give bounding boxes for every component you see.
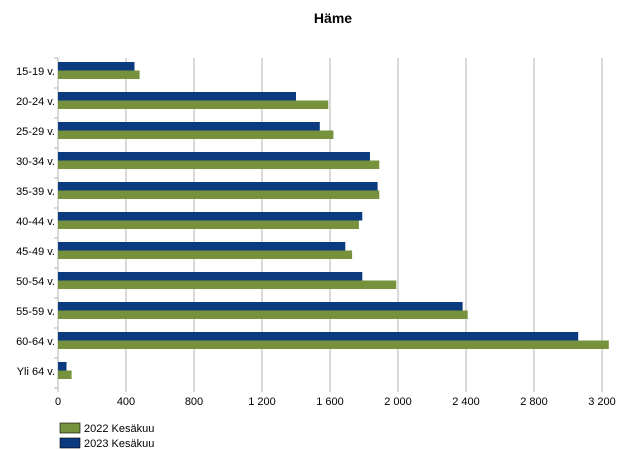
bar: [58, 152, 370, 161]
bar: [58, 122, 320, 131]
bar: [58, 212, 363, 221]
legend-swatch: [59, 422, 81, 434]
x-tick-label: 0: [55, 396, 61, 408]
x-tick-label: 2 800: [520, 396, 548, 408]
legend: 2022 Kesäkuu 2023 Kesäkuu: [59, 422, 154, 450]
bar: [58, 160, 380, 169]
category-label: 20-24 v.: [16, 96, 55, 108]
legend-swatch: [59, 437, 81, 449]
category-label: 40-44 v.: [16, 216, 55, 228]
bar: [58, 370, 72, 379]
bar: [58, 310, 468, 319]
bar: [58, 62, 135, 71]
x-tick-label: 800: [185, 396, 203, 408]
category-label: 35-39 v.: [16, 186, 55, 198]
bar: [58, 182, 378, 191]
category-label: 55-59 v.: [16, 306, 55, 318]
bar: [58, 100, 329, 109]
legend-label: 2022 Kesäkuu: [84, 423, 154, 435]
bar: [58, 340, 609, 349]
bar: [58, 280, 397, 289]
x-tick-label: 400: [117, 396, 135, 408]
bar: [58, 302, 463, 311]
x-tick-label: 1 600: [316, 396, 344, 408]
x-tick-label: 3 200: [588, 396, 616, 408]
x-tick-label: 2 400: [452, 396, 480, 408]
bar: [58, 250, 353, 259]
bar: [58, 220, 359, 229]
x-tick-label: 1 200: [248, 396, 276, 408]
category-label: 15-19 v.: [16, 66, 55, 78]
x-tick-label: 2 000: [384, 396, 412, 408]
category-labels: 15-19 v. 20-24 v. 25-29 v. 30-34 v. 35-39 v.…: [16, 66, 55, 378]
bar: [58, 242, 346, 251]
category-label: 50-54 v.: [16, 276, 55, 288]
category-label: 45-49 v.: [16, 246, 55, 258]
bar: [58, 272, 363, 281]
bar: [58, 332, 579, 341]
tick-labels: 0 400 800 1 200 1 600 2 000 2 400 2 800 3 200: [55, 396, 616, 408]
chart-title: Häme: [314, 10, 352, 26]
category-label: 30-34 v.: [16, 156, 55, 168]
legend-label: 2023 Kesäkuu: [84, 438, 154, 450]
category-label: Yli 64 v.: [17, 366, 55, 378]
category-label: 60-64 v.: [16, 336, 55, 348]
bar: [58, 92, 296, 101]
bar: [58, 362, 67, 371]
bar: [58, 190, 380, 199]
bar: [58, 70, 140, 79]
bar: [58, 130, 334, 139]
category-label: 25-29 v.: [16, 126, 55, 138]
bars-layer: [58, 62, 609, 379]
